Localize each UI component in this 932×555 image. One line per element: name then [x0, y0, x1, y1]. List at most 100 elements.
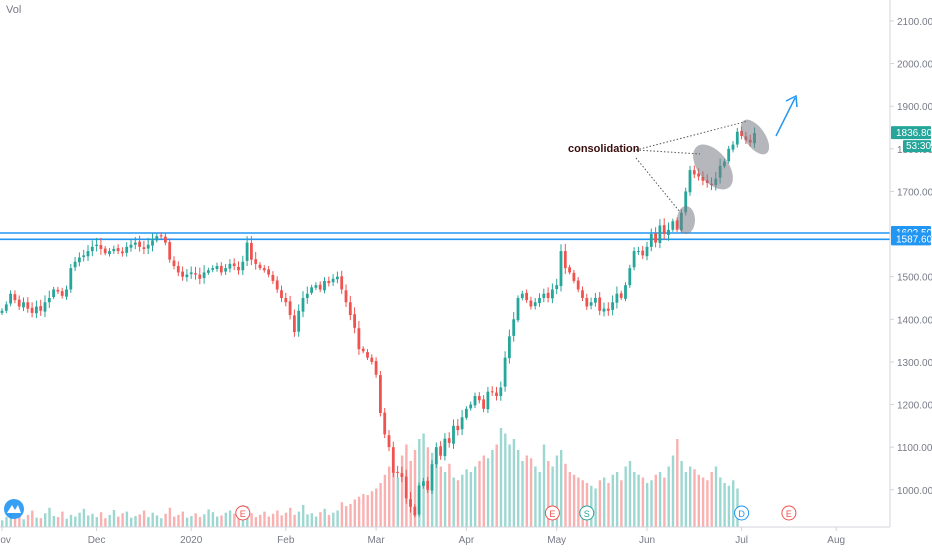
countdown-label: 53:30: [906, 141, 931, 152]
volume-bar: [181, 511, 184, 527]
price-tick-label: 2000.00: [897, 60, 932, 71]
price-tick-label: 1300.00: [897, 358, 932, 369]
candle-body: [52, 289, 55, 298]
candle-body: [56, 289, 60, 292]
candle-body: [327, 280, 331, 284]
volume-bar: [362, 494, 365, 527]
volume-bar: [349, 503, 352, 527]
volume-bar: [461, 474, 464, 527]
candle-body: [391, 447, 395, 473]
volume-bar: [121, 513, 124, 527]
volume-bar: [95, 517, 98, 527]
volume-bar: [48, 507, 51, 527]
annotations[interactable]: consolidation: [568, 94, 798, 234]
candle-body: [198, 274, 202, 279]
volume-bar: [624, 466, 627, 527]
candle-body: [172, 260, 176, 267]
volume-bar: [529, 458, 533, 527]
volume-bar: [400, 455, 404, 527]
volume-bar: [26, 514, 30, 527]
volume-bar: [646, 483, 649, 527]
candle-body: [82, 255, 86, 258]
last-price-label: 1836.80: [896, 128, 932, 139]
candle-body: [138, 241, 141, 247]
candle-body: [383, 412, 387, 435]
candle-body: [598, 297, 602, 311]
volume-bar: [439, 466, 442, 527]
volume-bar: [233, 513, 236, 527]
candle-body: [47, 297, 51, 303]
volume-bar: [108, 514, 111, 527]
candle-body: [43, 302, 47, 312]
volume-bar: [564, 463, 567, 527]
time-tick-label: Nov: [0, 535, 11, 546]
volume-bar: [104, 518, 107, 527]
volume-bar: [293, 514, 296, 527]
volume-bar: [267, 516, 270, 527]
candle-body: [13, 294, 17, 301]
volume-bar: [177, 514, 180, 527]
volume-bar: [160, 518, 163, 527]
candle-body: [581, 290, 584, 298]
volume-bar: [396, 477, 399, 527]
candle-body: [262, 268, 266, 271]
candle-body: [293, 315, 296, 333]
candle-body: [348, 302, 352, 316]
candle-body: [615, 293, 619, 303]
candle-body: [452, 425, 455, 444]
volume-bar: [469, 472, 473, 527]
candle-body: [482, 399, 485, 409]
volume-bar: [65, 518, 68, 527]
candle-body: [164, 236, 167, 243]
brand-logo[interactable]: [4, 499, 24, 519]
candle-body: [155, 236, 159, 241]
volume-bar: [723, 483, 726, 527]
volume-bar: [18, 516, 21, 527]
volume-bar: [340, 502, 344, 527]
volume-bar: [671, 455, 675, 527]
price-axis[interactable]: 1000.00 1100.00 1200.00 1300.00 1400.00 1500.…: [889, 0, 932, 527]
candle-body: [546, 292, 550, 298]
candle-body: [331, 278, 335, 283]
candle-body: [146, 244, 150, 249]
volume-bar: [5, 517, 8, 527]
candle-body: [340, 276, 344, 290]
volume-bar: [388, 466, 391, 527]
candle-body: [645, 246, 649, 257]
volume-bar: [142, 510, 146, 527]
candle-body: [585, 297, 589, 307]
volume-bar: [185, 517, 189, 527]
volume-bar: [289, 507, 292, 527]
volume-bar: [654, 474, 657, 527]
volume-bar: [370, 491, 374, 527]
volume-bar: [551, 466, 554, 527]
volume-bar: [306, 514, 309, 527]
candle-body: [563, 251, 567, 269]
candle-body: [731, 144, 735, 150]
candle-body: [142, 247, 146, 249]
volume-bar: [684, 472, 688, 527]
candle-body: [159, 235, 163, 237]
candle-body: [525, 292, 528, 301]
time-axis[interactable]: Nov Dec 2020 Feb Mar Apr May Jun Jul Aug: [0, 526, 890, 546]
candle-body: [400, 473, 404, 477]
candle-body: [551, 289, 554, 299]
event-marker-label: S: [584, 509, 590, 519]
candle-body: [413, 506, 417, 516]
volume-bar: [345, 506, 348, 527]
candle-body: [258, 264, 262, 269]
candle-body: [39, 306, 43, 311]
volume-bar: [474, 466, 477, 527]
candle-body: [232, 263, 236, 267]
volume-bar: [302, 505, 305, 527]
candle-body: [559, 251, 563, 287]
candle-body: [658, 225, 662, 244]
volume-bar: [568, 472, 571, 527]
volume-bar: [99, 512, 103, 527]
candle-body: [529, 300, 533, 307]
candle-body: [323, 280, 326, 291]
volume-bar: [628, 461, 632, 527]
candle-body: [314, 285, 318, 288]
